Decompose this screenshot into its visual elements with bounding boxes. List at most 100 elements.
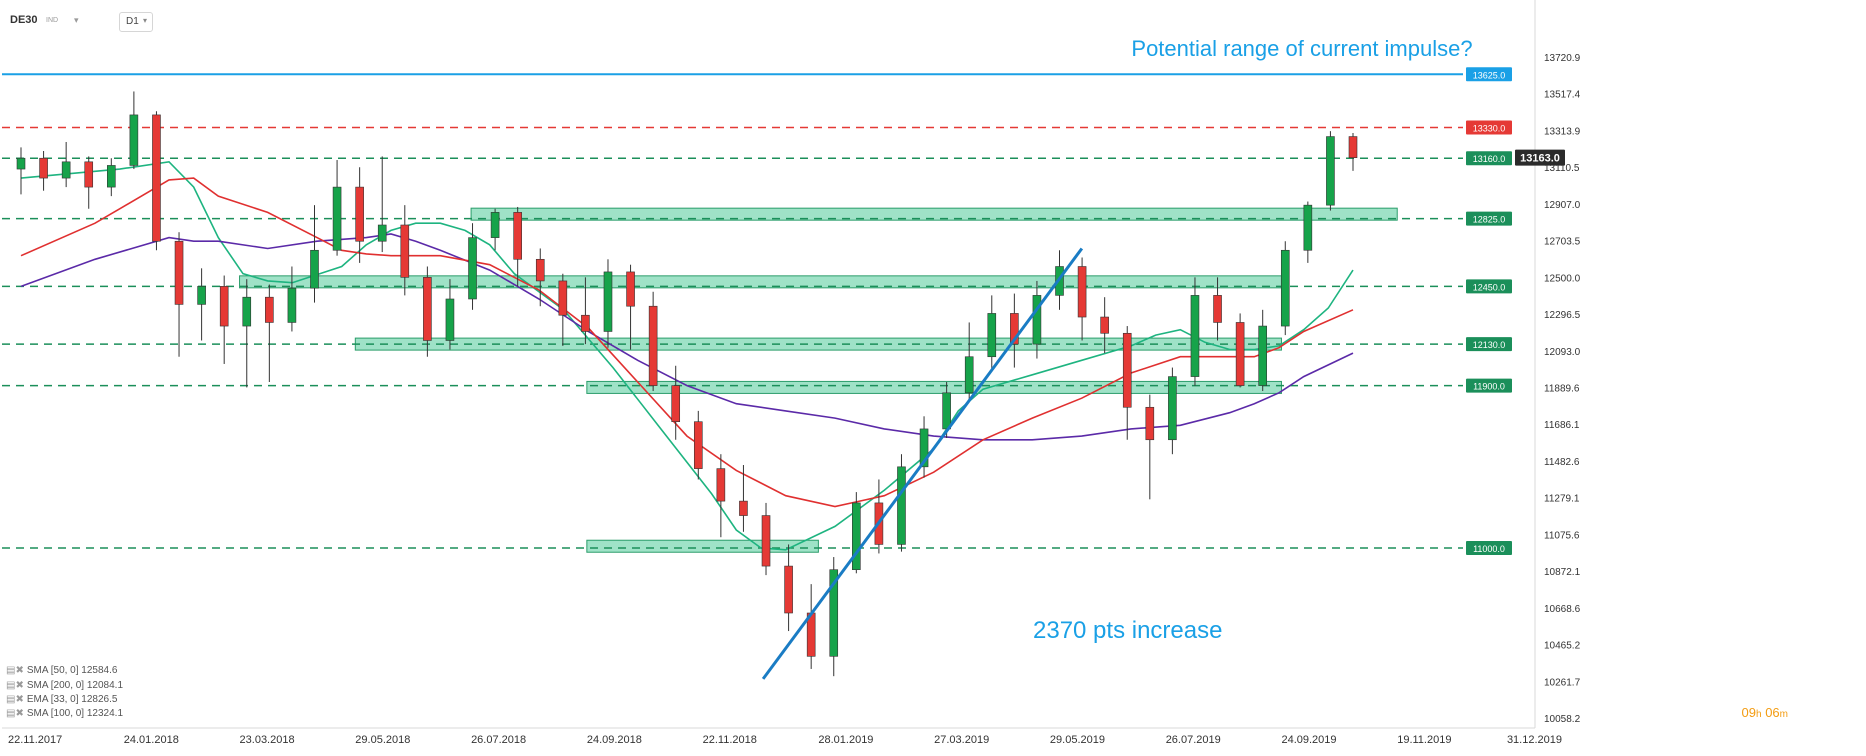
price-axis-tick-label: 10465.2 — [1544, 641, 1581, 652]
trendline — [761, 247, 1084, 680]
candle-body — [61, 161, 71, 179]
candle-body — [468, 237, 477, 300]
time-axis-tick-label: 29.05.2019 — [1050, 734, 1105, 746]
candle-body — [1190, 295, 1200, 377]
candle-body — [535, 258, 545, 282]
indicator-legend-item[interactable]: ▤✖ SMA [50, 0] 12584.6 — [6, 665, 117, 676]
candle-body — [1122, 332, 1132, 408]
indicator-settings-icon[interactable]: ▤✖ — [6, 708, 24, 719]
price-axis-tick-label: 13720.9 — [1544, 53, 1581, 64]
candle-body — [39, 157, 48, 179]
candle-body — [626, 271, 635, 307]
candle-body — [1258, 325, 1267, 386]
price-axis-tick-label: 12907.0 — [1544, 200, 1581, 211]
countdown-hours: 09 — [1741, 705, 1756, 720]
timeframe-label: D1 — [126, 16, 139, 27]
price-level-tag — [1466, 378, 1512, 393]
candle-countdown: 09h 06m — [1742, 705, 1788, 720]
time-axis-tick-label: 22.11.2018 — [703, 734, 757, 746]
price-level-tag — [1466, 151, 1512, 166]
indicator-legend-item[interactable]: ▤✖ SMA [100, 0] 12324.1 — [6, 708, 123, 719]
moving-average-line — [20, 233, 1354, 441]
price-axis-tick-label: 10872.1 — [1544, 567, 1581, 578]
time-axis-tick-label: 27.03.2019 — [934, 734, 989, 746]
price-level-tag-text: 12130.0 — [1473, 340, 1506, 350]
candle-body — [648, 305, 658, 386]
candle-body — [716, 468, 726, 502]
price-level-tag — [1466, 541, 1512, 556]
candle-body — [129, 114, 139, 166]
candle-body — [197, 286, 206, 305]
price-axis-tick-label: 13313.9 — [1544, 126, 1581, 137]
candle-body — [377, 224, 387, 242]
candle-body — [513, 212, 522, 260]
price-axis-tick-label: 10058.2 — [1544, 714, 1581, 725]
price-level-tag-text: 13625.0 — [1473, 70, 1506, 80]
time-axis-tick-label: 23.03.2018 — [240, 734, 295, 746]
time-axis-tick-label: 22.11.2017 — [8, 734, 62, 746]
countdown-minutes: 06 — [1765, 705, 1780, 720]
timeframe-selector[interactable]: D1 ▾ — [119, 12, 153, 32]
last-price-text: 13163.0 — [1520, 153, 1560, 165]
candle-body — [671, 385, 681, 423]
candle-body — [107, 165, 116, 188]
candle-body — [739, 500, 748, 516]
candle-body — [1145, 406, 1155, 441]
indicator-legend-item[interactable]: ▤✖ EMA [33, 0] 12826.5 — [6, 694, 117, 705]
candle-body — [445, 298, 455, 341]
price-level-tag-text: 11900.0 — [1473, 382, 1505, 392]
candle-body — [964, 356, 974, 394]
symbol-name[interactable]: DE30 — [10, 14, 38, 26]
candle-body — [423, 277, 432, 341]
indicator-settings-icon[interactable]: ▤✖ — [6, 665, 24, 676]
time-axis-tick-label: 26.07.2018 — [471, 734, 526, 746]
price-axis-tick-label: 11889.6 — [1544, 383, 1580, 394]
candle-body — [1303, 204, 1313, 251]
price-axis-tick-label: 11279.1 — [1544, 494, 1580, 505]
candle-body — [1032, 295, 1042, 345]
candle-body — [1280, 249, 1290, 327]
candle-body — [897, 466, 906, 545]
time-axis-tick-label: 31.12.2019 — [1507, 734, 1562, 746]
candle-body — [581, 314, 590, 332]
candle-body — [490, 212, 500, 238]
candle-body — [1010, 313, 1019, 345]
candle-body — [152, 114, 161, 242]
price-level-tag-text: 13330.0 — [1473, 124, 1506, 134]
candle-body — [174, 240, 184, 305]
instrument-type: IND — [46, 17, 59, 24]
candle-body — [693, 421, 703, 469]
candle-body — [1348, 136, 1358, 158]
price-axis-tick-label: 11686.1 — [1544, 420, 1580, 431]
symbol-chevron-down-icon[interactable]: ▾ — [74, 15, 79, 25]
candle-body — [1100, 316, 1109, 334]
time-axis-tick-label: 26.07.2019 — [1166, 734, 1221, 746]
last-price-tag — [1515, 149, 1565, 166]
price-level-tag — [1466, 120, 1512, 135]
candle-body — [784, 565, 793, 614]
time-axis-tick-label: 29.05.2018 — [355, 734, 410, 746]
indicator-label: SMA [100, 0] 12324.1 — [26, 708, 124, 719]
candle-body — [761, 515, 771, 567]
indicator-settings-icon[interactable]: ▤✖ — [6, 680, 24, 691]
indicator-legend-item[interactable]: ▤✖ SMA [200, 0] 12084.1 — [6, 680, 123, 691]
candle-body — [310, 249, 319, 289]
increase-annotation: 2370 pts increase — [1033, 617, 1222, 644]
support-resistance-zone — [586, 539, 819, 553]
candle-body — [603, 271, 613, 332]
candle-body — [942, 392, 951, 430]
indicator-label: SMA [200, 0] 12084.1 — [26, 680, 124, 691]
candle-body — [1326, 136, 1335, 206]
indicator-settings-icon[interactable]: ▤✖ — [6, 694, 24, 705]
price-axis-tick-label: 11482.6 — [1544, 457, 1580, 468]
price-axis-tick-label: 10668.6 — [1544, 604, 1581, 615]
candle-body — [1235, 322, 1245, 386]
price-axis-tick-label: 12093.0 — [1544, 347, 1581, 358]
candle-body — [1213, 295, 1222, 323]
price-level-tag-text: 13160.0 — [1473, 154, 1506, 164]
price-level-tag — [1466, 67, 1512, 82]
candle-body — [829, 569, 839, 657]
candle-body — [219, 286, 229, 327]
candle-body — [287, 287, 297, 323]
